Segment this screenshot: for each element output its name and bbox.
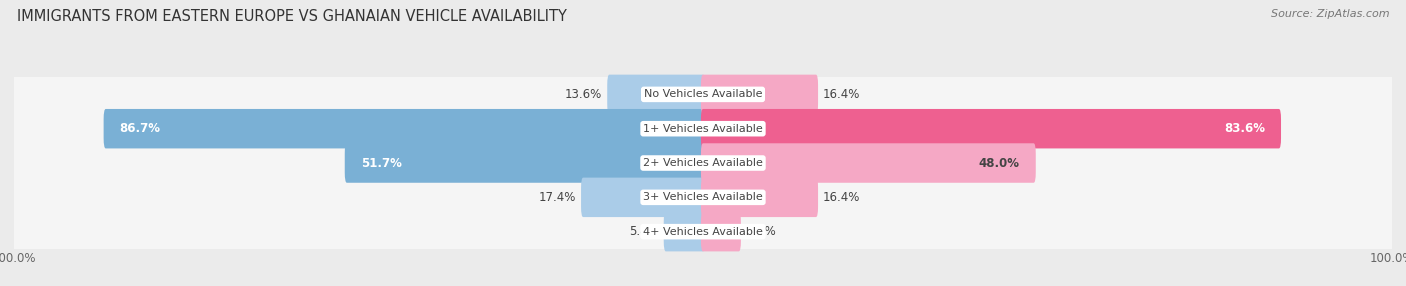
FancyBboxPatch shape [13,102,1393,156]
Text: 86.7%: 86.7% [120,122,160,135]
FancyBboxPatch shape [13,205,1393,259]
FancyBboxPatch shape [702,109,1281,148]
Text: 1+ Vehicles Available: 1+ Vehicles Available [643,124,763,134]
FancyBboxPatch shape [104,109,704,148]
FancyBboxPatch shape [664,212,704,251]
Text: 16.4%: 16.4% [823,191,860,204]
Text: 4+ Vehicles Available: 4+ Vehicles Available [643,227,763,237]
Text: Source: ZipAtlas.com: Source: ZipAtlas.com [1271,9,1389,19]
Text: 5.4%: 5.4% [628,225,659,238]
Text: 13.6%: 13.6% [565,88,602,101]
FancyBboxPatch shape [13,170,1393,224]
FancyBboxPatch shape [344,143,704,183]
FancyBboxPatch shape [13,67,1393,121]
FancyBboxPatch shape [581,178,704,217]
Text: 5.2%: 5.2% [745,225,776,238]
Text: 17.4%: 17.4% [538,191,576,204]
FancyBboxPatch shape [607,75,704,114]
FancyBboxPatch shape [702,178,818,217]
Text: 2+ Vehicles Available: 2+ Vehicles Available [643,158,763,168]
Text: 48.0%: 48.0% [979,156,1019,170]
Text: No Vehicles Available: No Vehicles Available [644,90,762,99]
Text: 83.6%: 83.6% [1225,122,1265,135]
Text: 16.4%: 16.4% [823,88,860,101]
FancyBboxPatch shape [702,75,818,114]
FancyBboxPatch shape [702,143,1036,183]
FancyBboxPatch shape [13,136,1393,190]
Text: 3+ Vehicles Available: 3+ Vehicles Available [643,192,763,202]
Text: IMMIGRANTS FROM EASTERN EUROPE VS GHANAIAN VEHICLE AVAILABILITY: IMMIGRANTS FROM EASTERN EUROPE VS GHANAI… [17,9,567,23]
FancyBboxPatch shape [702,212,741,251]
Text: 51.7%: 51.7% [360,156,402,170]
